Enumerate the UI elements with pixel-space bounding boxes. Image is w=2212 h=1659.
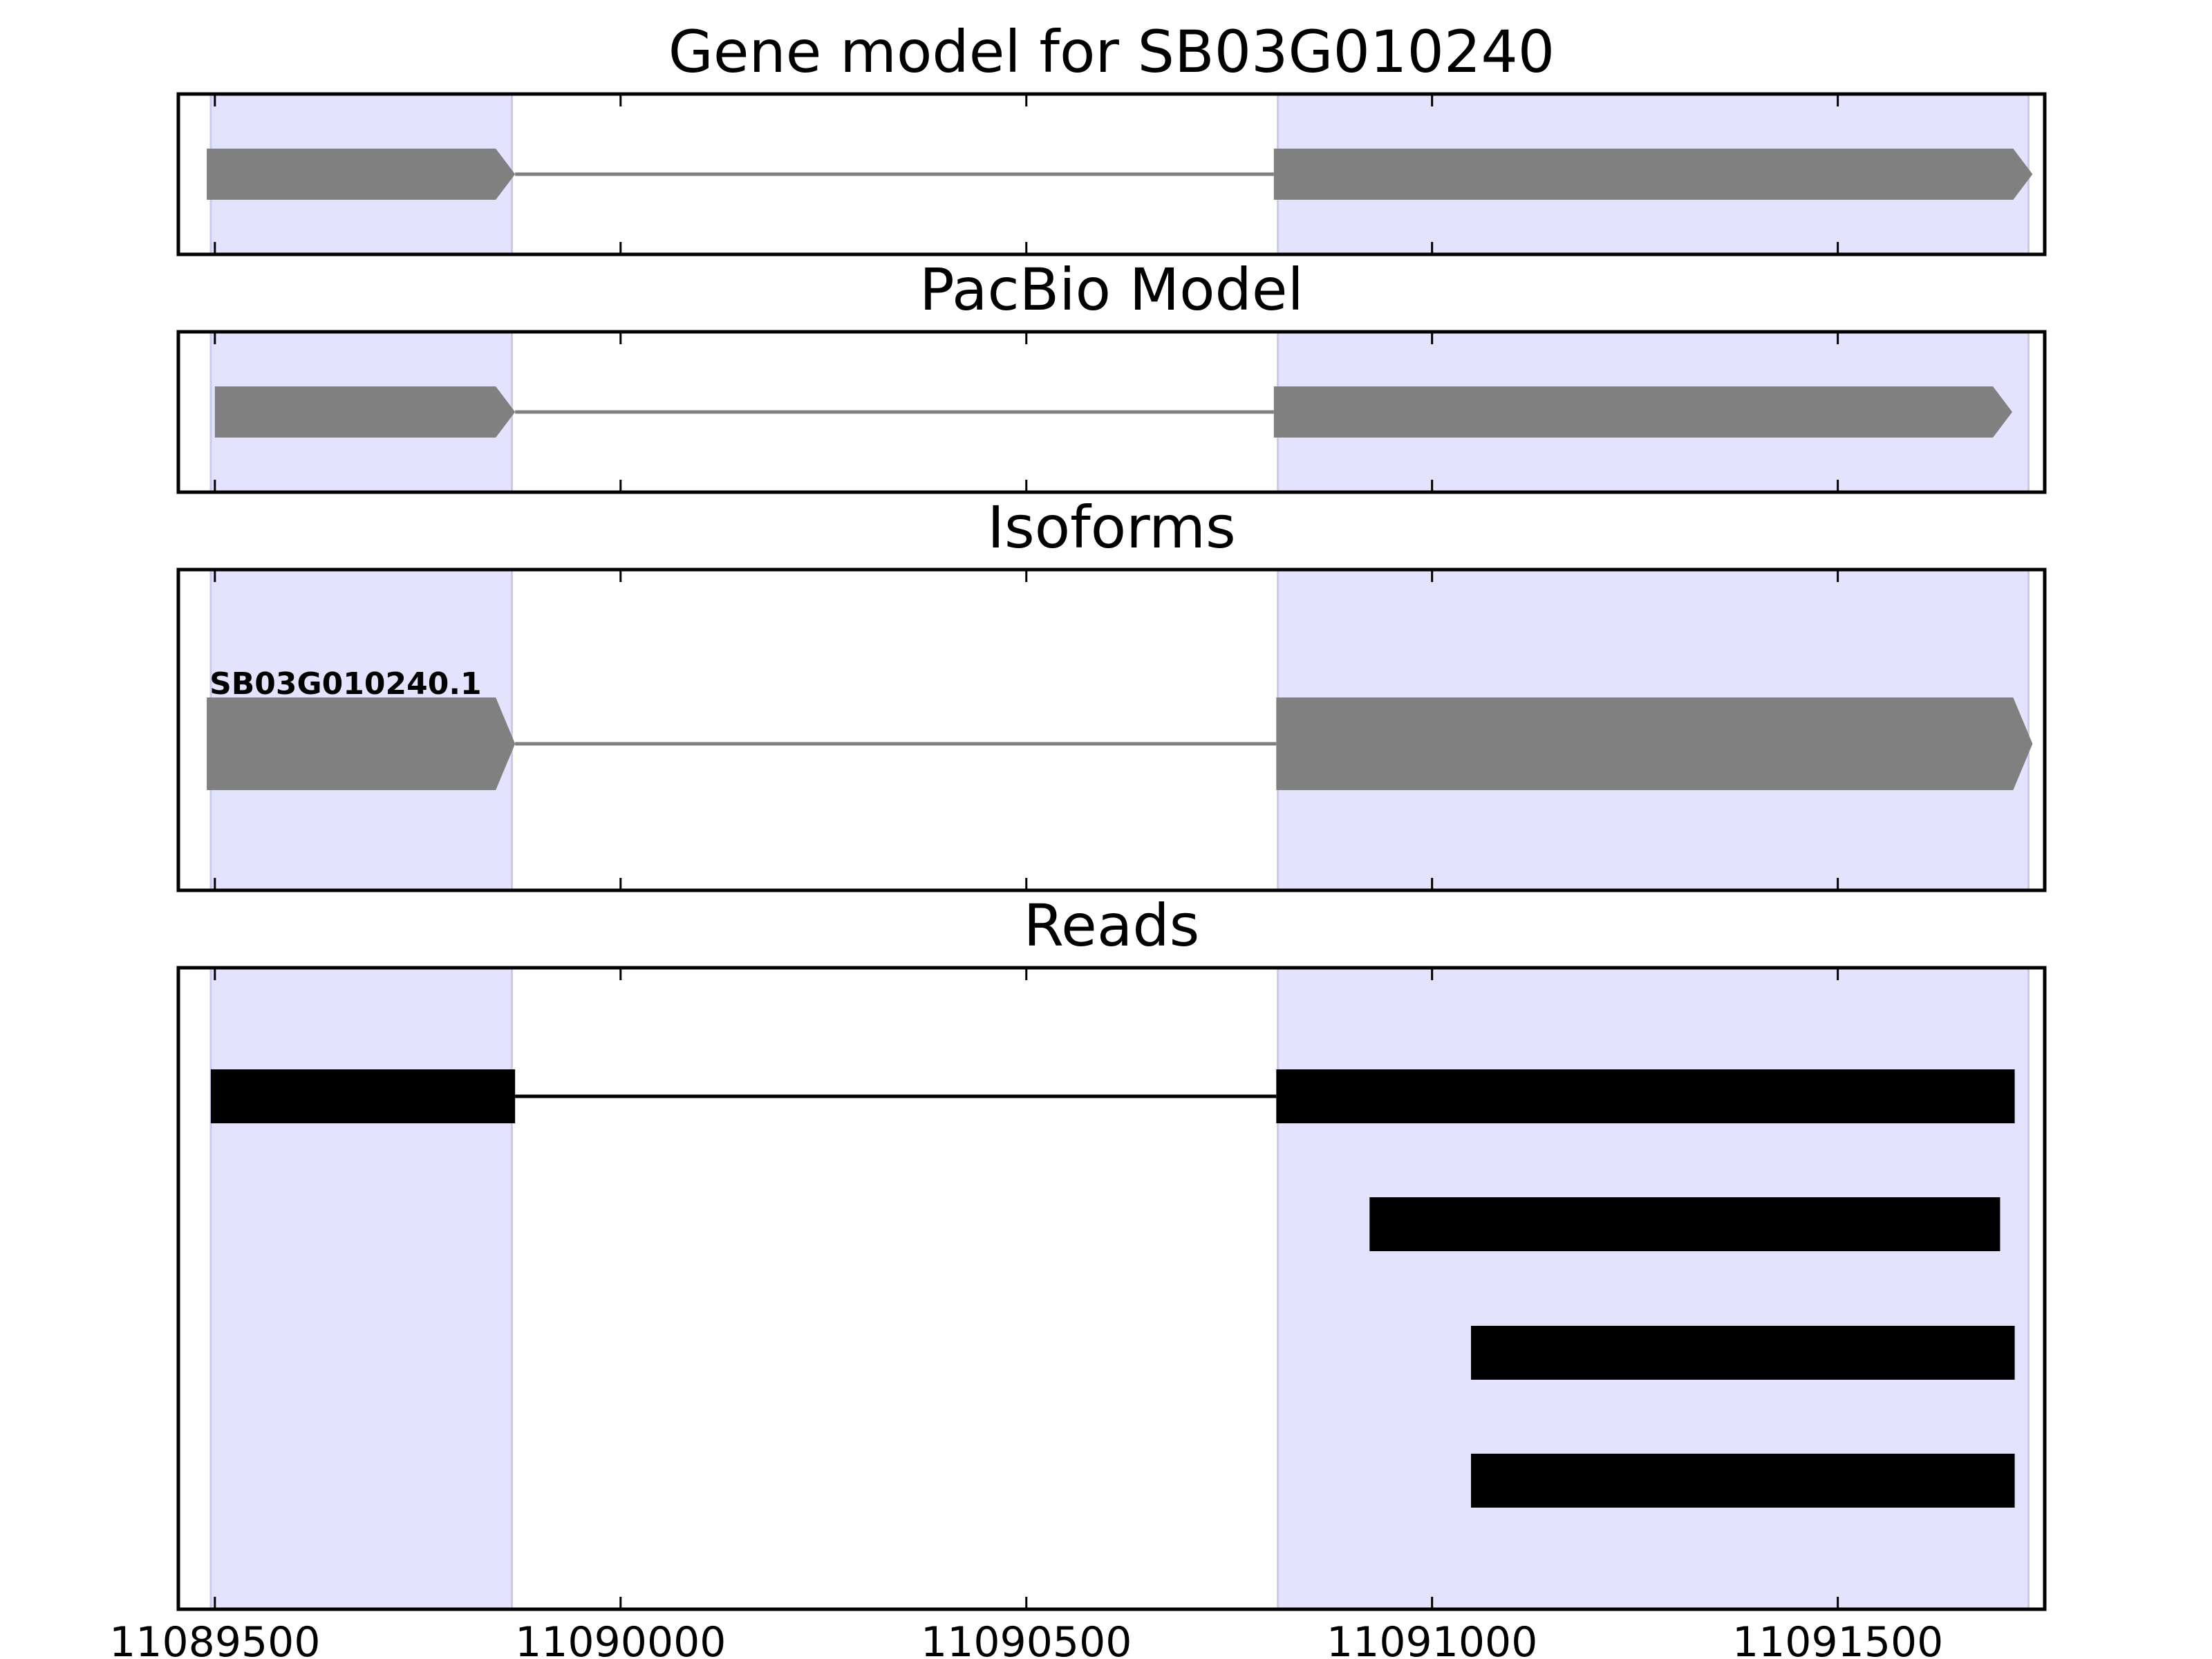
read-exon-bar bbox=[1369, 1197, 2000, 1251]
x-tick-label: 11090500 bbox=[921, 1618, 1132, 1659]
pacbio-exon-arrow bbox=[1273, 386, 2013, 438]
isoforms-exon-arrow bbox=[207, 697, 516, 790]
isoform-label: SB03G010240.1 bbox=[209, 666, 482, 702]
isoforms-exon-arrow bbox=[1276, 697, 2033, 790]
pacbio-exon-arrow bbox=[214, 386, 516, 438]
x-tick-label: 11091000 bbox=[1327, 1618, 1537, 1659]
panel-title-isoforms: Isoforms bbox=[987, 494, 1236, 561]
panel-title-pacbio: PacBio Model bbox=[919, 256, 1304, 324]
x-tick-label: 11089500 bbox=[109, 1618, 320, 1659]
panel-title-reads: Reads bbox=[1024, 892, 1200, 959]
gene-exon-arrow bbox=[207, 149, 516, 200]
reads-exon-highlight-1 bbox=[1277, 966, 2030, 1611]
gene-axes-frame bbox=[176, 92, 2047, 256]
x-tick-label: 11091500 bbox=[1732, 1618, 1943, 1659]
read-exon-bar bbox=[1471, 1326, 2015, 1380]
read-exon-bar bbox=[1471, 1454, 2015, 1508]
gene-exon-arrow bbox=[1273, 149, 2033, 200]
reads-axes-frame bbox=[176, 966, 2047, 1611]
isoforms-axes-frame bbox=[176, 568, 2047, 892]
panel-title-gene: Gene model for SB03G010240 bbox=[668, 18, 1555, 86]
x-tick-label: 11090000 bbox=[515, 1618, 726, 1659]
read-exon-bar bbox=[210, 1069, 516, 1123]
pacbio-axes-frame bbox=[176, 330, 2047, 494]
reads-exon-highlight-0 bbox=[209, 966, 513, 1611]
read-exon-bar bbox=[1276, 1069, 2015, 1123]
